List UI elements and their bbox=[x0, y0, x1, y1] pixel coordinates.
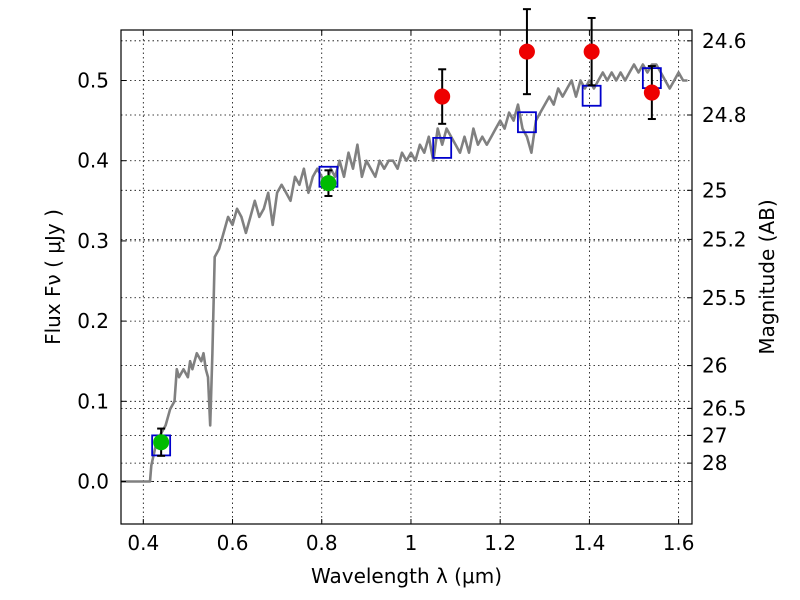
mag-tick-label: 24.8 bbox=[702, 103, 747, 127]
x-tick-label: 1.4 bbox=[573, 531, 605, 555]
mag-tick-label: 25 bbox=[702, 178, 727, 202]
x-tick-label: 1.6 bbox=[663, 531, 695, 555]
plot-series bbox=[121, 8, 688, 483]
x-tick-label: 0.6 bbox=[217, 531, 249, 555]
red-data-point bbox=[518, 43, 535, 60]
y-tick-label: 0.1 bbox=[77, 389, 109, 413]
mag-tick-label: 28 bbox=[702, 451, 727, 475]
y-tick-label: 0.0 bbox=[77, 469, 109, 493]
x-tick-label: 1.2 bbox=[484, 531, 516, 555]
y-tick-label: 0.3 bbox=[77, 229, 109, 253]
red-data-point bbox=[434, 88, 451, 105]
red-data-point bbox=[583, 43, 600, 60]
mag-tick-label: 26 bbox=[702, 354, 727, 378]
x-tick-label: 0.8 bbox=[306, 531, 338, 555]
mag-tick-label: 25.2 bbox=[702, 227, 747, 251]
plot-frame bbox=[120, 29, 693, 525]
red-data-point bbox=[643, 84, 660, 101]
green-data-point bbox=[320, 175, 337, 192]
mag-tick-label: 26.5 bbox=[702, 396, 747, 420]
model-square-marker bbox=[432, 136, 453, 159]
y-tick-label: 0.2 bbox=[77, 309, 109, 333]
x-axis-label: Wavelength λ (μm) bbox=[311, 564, 502, 588]
x-tick-label: 1 bbox=[405, 531, 418, 555]
mag-tick-label: 25.5 bbox=[702, 286, 747, 310]
y-axis-label: Flux Fν ( μJy ) bbox=[41, 209, 65, 345]
green-data-point bbox=[153, 434, 170, 451]
grid bbox=[121, 30, 692, 524]
y-tick-label: 0.5 bbox=[77, 69, 109, 93]
mag-tick-label: 27 bbox=[702, 423, 727, 447]
y2-axis-label: Magnitude (AB) bbox=[755, 199, 779, 354]
x-tick-label: 0.4 bbox=[127, 531, 159, 555]
y-tick-label: 0.4 bbox=[77, 149, 109, 173]
mag-tick-label: 24.6 bbox=[702, 29, 747, 53]
axis-ticks: 0.4 0.6 0.8 1 1.2 1.4 1.6 0.0 0.1 0.2 0.3 0.4 0.5 24.… bbox=[77, 29, 746, 555]
model-square-marker bbox=[517, 111, 537, 134]
